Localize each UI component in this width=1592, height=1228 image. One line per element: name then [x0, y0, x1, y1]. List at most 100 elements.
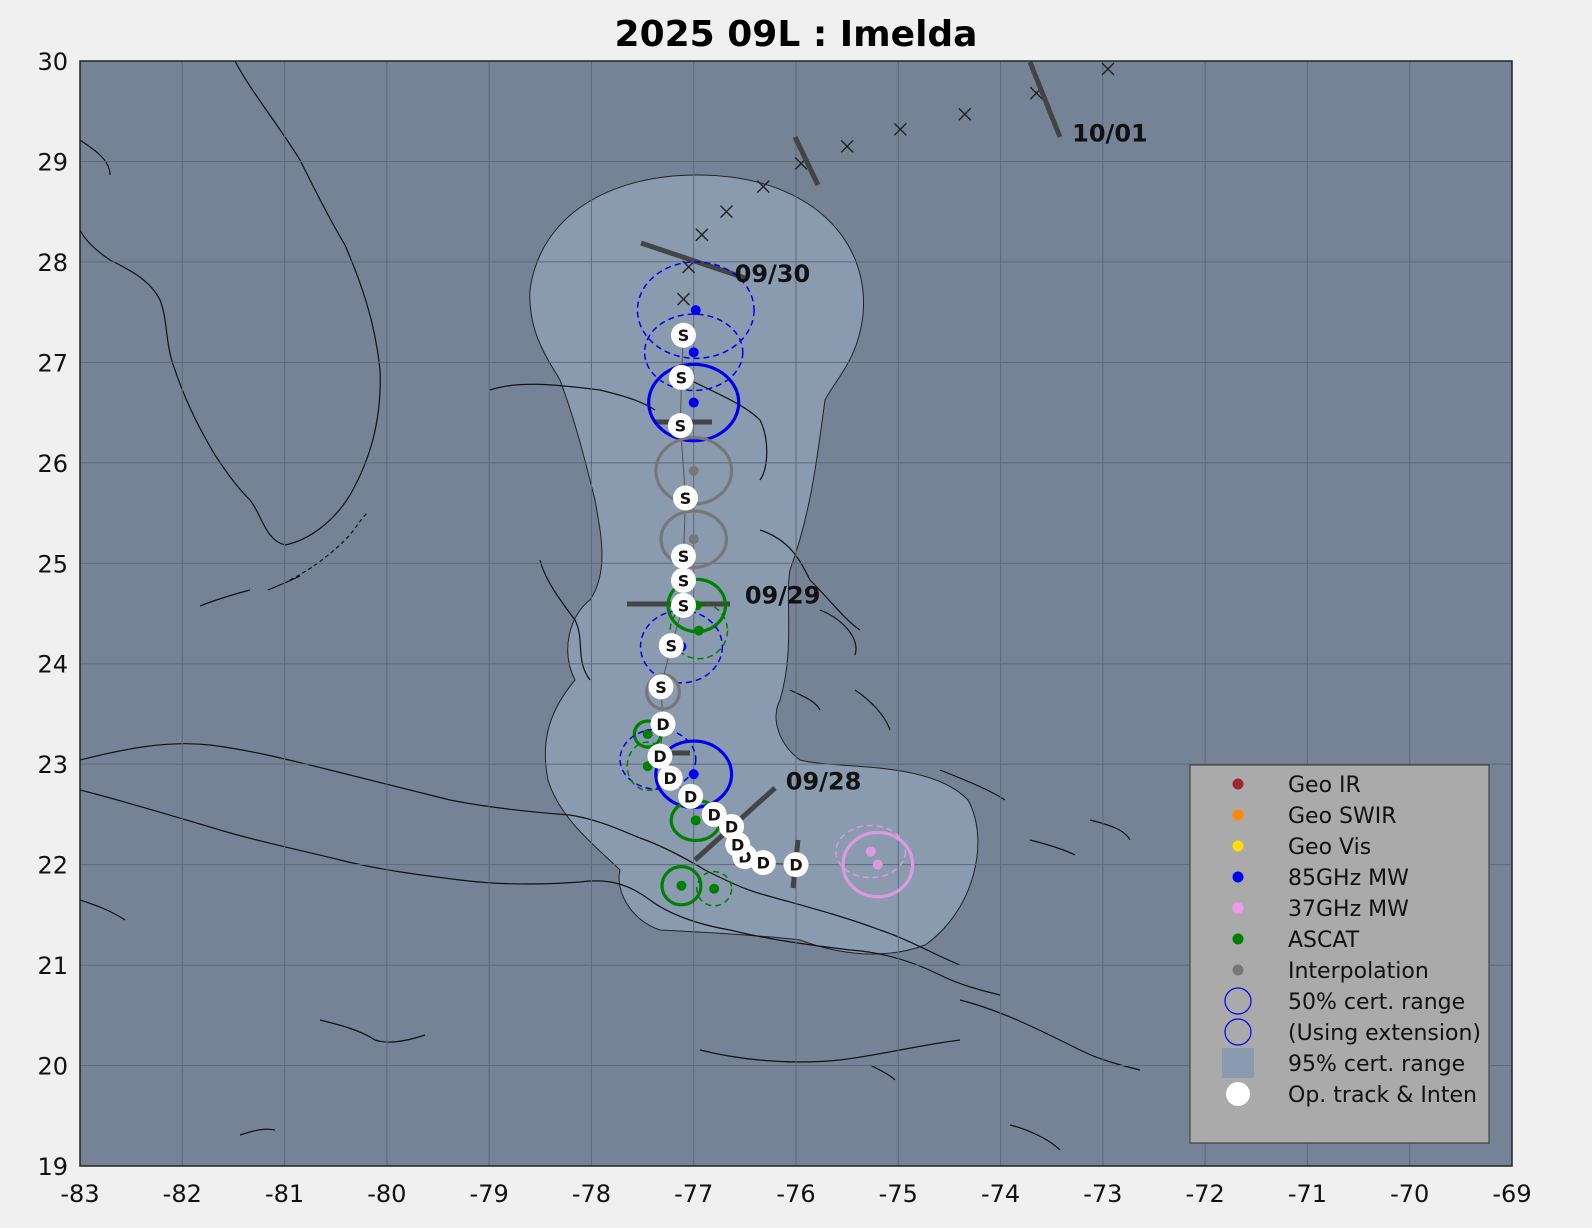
- op-track-point: S: [670, 322, 696, 348]
- svg-text:D: D: [789, 856, 802, 875]
- x-tick-label: -73: [1083, 1180, 1122, 1208]
- y-tick-label: 26: [37, 450, 68, 478]
- legend-item: 95% cert. range: [1222, 1048, 1465, 1078]
- y-tick-label: 20: [37, 1053, 68, 1081]
- fix-marker: [669, 601, 729, 660]
- fix-marker: [660, 865, 703, 907]
- fix-marker: [696, 870, 733, 907]
- grid-lines: [80, 61, 1512, 1166]
- coastlines: [80, 61, 1141, 1151]
- svg-text:S: S: [675, 417, 687, 436]
- svg-text:S: S: [665, 637, 677, 656]
- op-track-point: S: [670, 592, 696, 618]
- forecast-x-marker: [893, 122, 907, 136]
- x-tick-label: -78: [572, 1180, 611, 1208]
- svg-text:S: S: [678, 571, 690, 590]
- op-track-point: S: [658, 633, 684, 659]
- op-track-point: S: [670, 567, 696, 593]
- map-title: 2025 09L : Imelda: [615, 14, 978, 55]
- op-track-point: S: [668, 364, 694, 390]
- op-track-point: D: [783, 852, 809, 878]
- legend-item: 37GHz MW: [1232, 897, 1409, 922]
- forecast-x-marker: [840, 139, 854, 153]
- y-tick-label: 25: [37, 550, 68, 578]
- forecast-x-marker: [719, 205, 733, 219]
- legend-box: [1189, 764, 1490, 1144]
- y-tick-label: 19: [37, 1153, 68, 1181]
- forecast-x-marker: [695, 228, 709, 242]
- legend-item: Op. track & Inten: [1226, 1082, 1477, 1108]
- svg-text:Geo Vis: Geo Vis: [1288, 835, 1371, 860]
- fix-marker: [636, 261, 755, 360]
- op-track-point: S: [673, 485, 699, 511]
- svg-text:85GHz MW: 85GHz MW: [1288, 866, 1409, 891]
- legend-item: (Using extension): [1224, 1018, 1481, 1046]
- svg-text:S: S: [680, 489, 692, 508]
- svg-text:D: D: [656, 715, 669, 734]
- y-tick-label: 24: [37, 651, 68, 679]
- cone-95-certainty: [529, 174, 979, 955]
- y-axis-ticks: 30 29 28 27 26 25 24 23 22 21 20 19: [37, 48, 68, 1181]
- y-tick-label: 28: [37, 249, 68, 277]
- legend-item: 85GHz MW: [1232, 866, 1409, 891]
- x-tick-label: -81: [265, 1180, 304, 1208]
- x-tick-label: -82: [163, 1180, 202, 1208]
- y-tick-label: 29: [37, 148, 68, 176]
- x-tick-label: -76: [776, 1180, 815, 1208]
- svg-text:S: S: [678, 596, 690, 615]
- op-track-point: D: [701, 801, 727, 827]
- legend-item: Geo SWIR: [1232, 804, 1397, 829]
- op-track-point: D: [719, 813, 745, 839]
- svg-text:(Using extension): (Using extension): [1288, 1021, 1481, 1046]
- svg-text:D: D: [731, 836, 744, 855]
- svg-text:D: D: [653, 747, 666, 766]
- fix-marker: [841, 830, 915, 899]
- op-track-point: D: [650, 711, 676, 737]
- x-tick-label: -77: [674, 1180, 713, 1208]
- svg-text:S: S: [678, 547, 690, 566]
- x-tick-label: -71: [1288, 1180, 1327, 1208]
- fix-markers: [619, 261, 915, 907]
- forecast-x-markers: [676, 62, 1115, 306]
- forecast-x-marker: [958, 107, 972, 121]
- forecast-x-marker: [756, 180, 770, 194]
- y-tick-label: 27: [37, 349, 68, 377]
- x-tick-label: -70: [1390, 1180, 1429, 1208]
- legend-item: ASCAT: [1232, 928, 1360, 953]
- fix-marker: [835, 824, 907, 879]
- legend-item: Geo IR: [1232, 773, 1361, 798]
- svg-text:Op. track & Inten: Op. track & Inten: [1288, 1083, 1477, 1108]
- x-tick-label: -74: [981, 1180, 1020, 1208]
- svg-text:S: S: [655, 678, 667, 697]
- date-label: 09/28: [786, 767, 862, 795]
- y-tick-label: 23: [37, 751, 68, 779]
- svg-text:D: D: [664, 769, 677, 788]
- fix-marker: [659, 509, 729, 569]
- legend-item: Geo Vis: [1232, 835, 1371, 860]
- legend-item: Interpolation: [1232, 959, 1429, 984]
- op-track-point: S: [670, 543, 696, 569]
- legend-item: 50% cert. range: [1224, 987, 1465, 1015]
- svg-text:95% cert. range: 95% cert. range: [1288, 1052, 1465, 1077]
- op-track-point: D: [647, 743, 673, 769]
- y-tick-label: 22: [37, 852, 68, 880]
- date-label: 09/29: [745, 581, 821, 609]
- svg-text:D: D: [725, 817, 738, 836]
- legend: Geo IR Geo SWIR Geo Vis 85GHz MW 37GHz MW ASC…: [1189, 764, 1490, 1144]
- fix-marker: [647, 362, 741, 443]
- x-tick-label: -72: [1186, 1180, 1225, 1208]
- svg-text:ASCAT: ASCAT: [1288, 928, 1360, 953]
- x-tick-label: -75: [879, 1180, 918, 1208]
- x-tick-label: -80: [367, 1180, 406, 1208]
- svg-text:37GHz MW: 37GHz MW: [1288, 897, 1409, 922]
- svg-text:D: D: [757, 854, 770, 873]
- op-track-point: D: [678, 783, 704, 809]
- date-label: 10/01: [1072, 119, 1148, 147]
- date-labels: 10/01 09/30 09/29 09/28: [735, 119, 1148, 795]
- svg-text:50% cert. range: 50% cert. range: [1288, 990, 1465, 1015]
- svg-text:S: S: [676, 368, 688, 387]
- svg-text:S: S: [678, 326, 690, 345]
- svg-text:Interpolation: Interpolation: [1288, 959, 1429, 984]
